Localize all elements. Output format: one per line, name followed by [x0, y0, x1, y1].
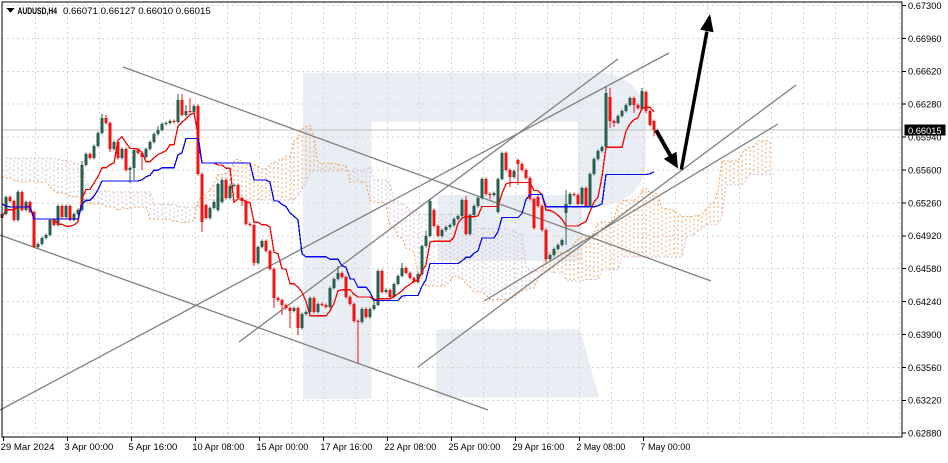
svg-text:0.65600: 0.65600 [908, 165, 942, 176]
svg-text:0.65940: 0.65940 [908, 133, 942, 144]
svg-text:29 Apr 16:00: 29 Apr 16:00 [512, 442, 564, 453]
svg-text:AUDUSD,H4: AUDUSD,H4 [18, 6, 58, 17]
svg-text:0.64580: 0.64580 [908, 264, 942, 275]
svg-text:0.63900: 0.63900 [908, 330, 942, 341]
svg-text:0.64240: 0.64240 [908, 297, 942, 308]
svg-text:10 Apr 08:00: 10 Apr 08:00 [192, 442, 244, 453]
svg-text:7 May 00:00: 7 May 00:00 [640, 442, 690, 453]
svg-text:0.66960: 0.66960 [908, 34, 942, 45]
svg-text:0.66620: 0.66620 [908, 67, 942, 78]
svg-text:0.66015: 0.66015 [908, 126, 942, 137]
svg-text:3 Apr 00:00: 3 Apr 00:00 [64, 442, 113, 453]
svg-text:0.63560: 0.63560 [908, 363, 942, 374]
svg-text:0.62880: 0.62880 [908, 429, 942, 440]
svg-text:0.63220: 0.63220 [908, 396, 942, 407]
svg-text:0.64920: 0.64920 [908, 231, 942, 242]
svg-text:29 Mar 2024: 29 Mar 2024 [1, 442, 55, 453]
svg-text:0.66280: 0.66280 [908, 100, 942, 111]
svg-text:22 Apr 08:00: 22 Apr 08:00 [384, 442, 436, 453]
svg-text:17 Apr 16:00: 17 Apr 16:00 [320, 442, 372, 453]
svg-text:0.65260: 0.65260 [908, 198, 942, 209]
svg-text:0.67300: 0.67300 [908, 1, 942, 12]
svg-text:25 Apr 00:00: 25 Apr 00:00 [448, 442, 500, 453]
svg-text:5 Apr 16:00: 5 Apr 16:00 [128, 442, 177, 453]
svg-text:2 May 08:00: 2 May 08:00 [576, 442, 625, 453]
svg-text:0.66071 0.66127 0.66010 0.6601: 0.66071 0.66127 0.66010 0.66015 [63, 6, 211, 17]
svg-text:15 Apr 00:00: 15 Apr 00:00 [256, 442, 308, 453]
